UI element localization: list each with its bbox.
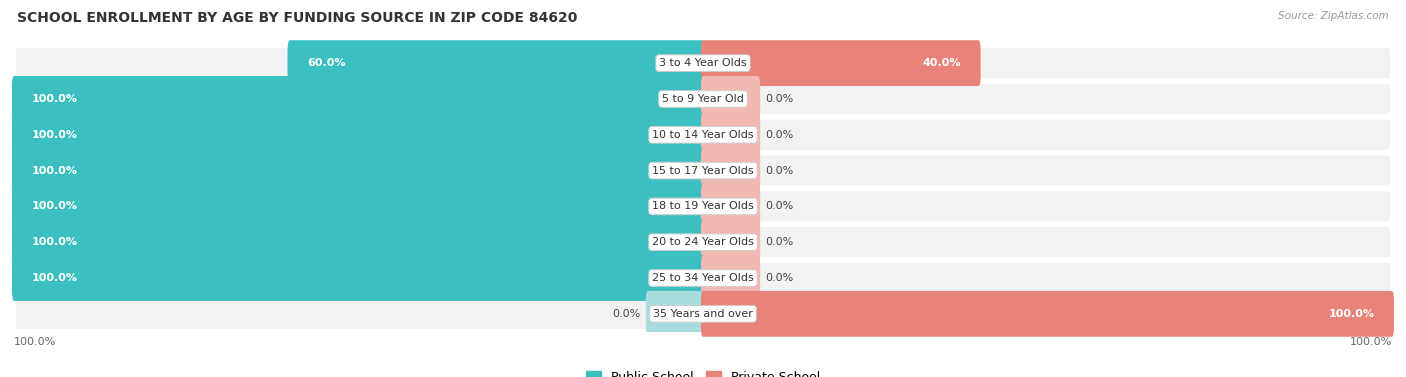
Text: 18 to 19 Year Olds: 18 to 19 Year Olds [652, 201, 754, 211]
FancyBboxPatch shape [702, 148, 761, 193]
FancyBboxPatch shape [702, 291, 1393, 337]
Legend: Public School, Private School: Public School, Private School [581, 366, 825, 377]
Text: 0.0%: 0.0% [765, 130, 793, 140]
Text: SCHOOL ENROLLMENT BY AGE BY FUNDING SOURCE IN ZIP CODE 84620: SCHOOL ENROLLMENT BY AGE BY FUNDING SOUR… [17, 11, 578, 25]
Text: 100.0%: 100.0% [1329, 309, 1375, 319]
FancyBboxPatch shape [14, 297, 1392, 331]
Text: 100.0%: 100.0% [31, 201, 77, 211]
Text: Source: ZipAtlas.com: Source: ZipAtlas.com [1278, 11, 1389, 21]
Text: 0.0%: 0.0% [765, 166, 793, 176]
FancyBboxPatch shape [702, 184, 761, 229]
FancyBboxPatch shape [288, 40, 704, 86]
FancyBboxPatch shape [14, 154, 1392, 187]
FancyBboxPatch shape [14, 261, 1392, 295]
FancyBboxPatch shape [14, 225, 1392, 259]
Text: 0.0%: 0.0% [765, 273, 793, 283]
Text: 5 to 9 Year Old: 5 to 9 Year Old [662, 94, 744, 104]
Text: 10 to 14 Year Olds: 10 to 14 Year Olds [652, 130, 754, 140]
Text: 100.0%: 100.0% [31, 237, 77, 247]
FancyBboxPatch shape [13, 76, 704, 122]
FancyBboxPatch shape [13, 148, 704, 193]
Text: 40.0%: 40.0% [922, 58, 962, 68]
Text: 0.0%: 0.0% [613, 309, 641, 319]
Text: 20 to 24 Year Olds: 20 to 24 Year Olds [652, 237, 754, 247]
Text: 15 to 17 Year Olds: 15 to 17 Year Olds [652, 166, 754, 176]
Text: 35 Years and over: 35 Years and over [652, 309, 754, 319]
Text: 100.0%: 100.0% [14, 337, 56, 347]
FancyBboxPatch shape [13, 255, 704, 301]
FancyBboxPatch shape [702, 255, 761, 301]
FancyBboxPatch shape [14, 82, 1392, 116]
Text: 100.0%: 100.0% [31, 166, 77, 176]
Text: 100.0%: 100.0% [1350, 337, 1392, 347]
FancyBboxPatch shape [645, 291, 704, 337]
FancyBboxPatch shape [14, 190, 1392, 223]
Text: 3 to 4 Year Olds: 3 to 4 Year Olds [659, 58, 747, 68]
FancyBboxPatch shape [702, 76, 761, 122]
FancyBboxPatch shape [702, 40, 980, 86]
Text: 60.0%: 60.0% [307, 58, 346, 68]
Text: 100.0%: 100.0% [31, 94, 77, 104]
Text: 0.0%: 0.0% [765, 94, 793, 104]
Text: 100.0%: 100.0% [31, 273, 77, 283]
FancyBboxPatch shape [13, 219, 704, 265]
Text: 0.0%: 0.0% [765, 201, 793, 211]
FancyBboxPatch shape [702, 219, 761, 265]
FancyBboxPatch shape [14, 46, 1392, 80]
Text: 0.0%: 0.0% [765, 237, 793, 247]
FancyBboxPatch shape [13, 184, 704, 229]
Text: 100.0%: 100.0% [31, 130, 77, 140]
FancyBboxPatch shape [14, 118, 1392, 152]
Text: 25 to 34 Year Olds: 25 to 34 Year Olds [652, 273, 754, 283]
FancyBboxPatch shape [13, 112, 704, 158]
FancyBboxPatch shape [702, 112, 761, 158]
